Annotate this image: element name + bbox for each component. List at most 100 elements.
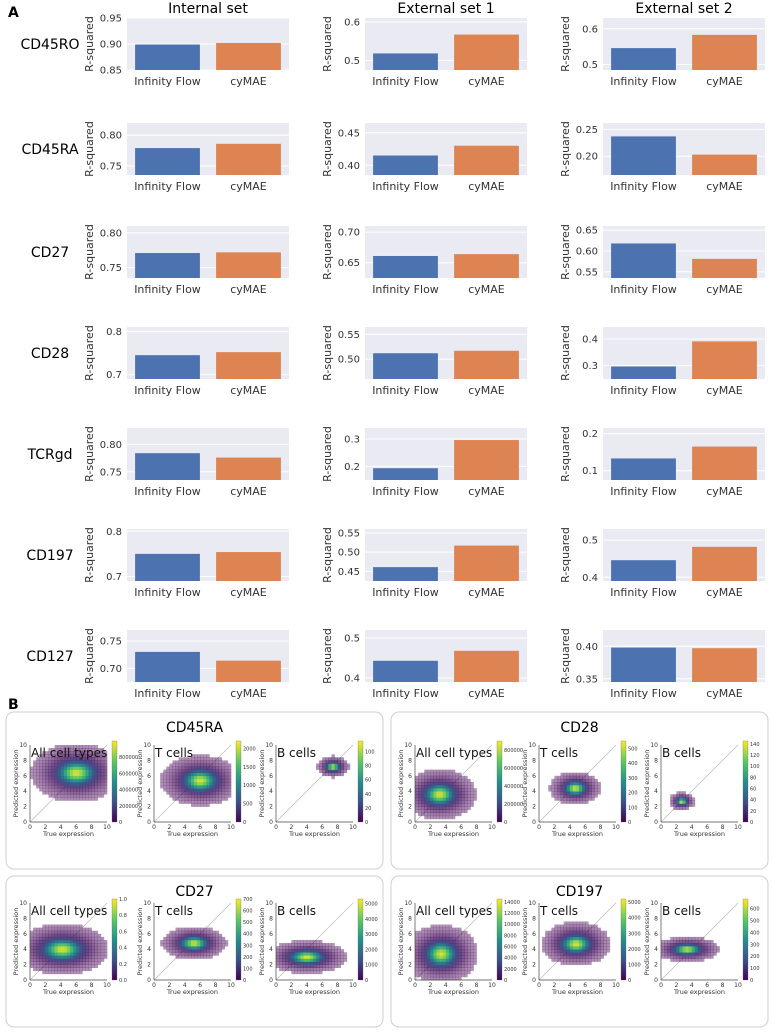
density-cell: [209, 763, 213, 767]
density-cell: [331, 757, 335, 761]
density-cell: [97, 788, 102, 792]
x-axis-label: True expression: [166, 830, 218, 838]
density-cell: [679, 791, 683, 795]
density-cell: [603, 930, 608, 935]
density-cell: [606, 946, 611, 950]
density-cell: [88, 754, 92, 758]
density-cell: [603, 939, 608, 944]
density-cell: [451, 775, 456, 780]
density-cell: [33, 961, 37, 965]
y-tick-label: 2: [23, 804, 27, 811]
density-cell: [54, 924, 59, 928]
density-cell: [172, 778, 176, 783]
density-cell: [215, 797, 219, 801]
density-cell: [91, 936, 95, 941]
density-cell: [594, 927, 598, 932]
density-cell: [57, 754, 62, 758]
density-cell: [325, 772, 329, 777]
y-tick-label: 0.35: [576, 674, 598, 685]
density-cell: [212, 943, 216, 947]
density-cell: [594, 952, 598, 956]
density-cell: [60, 927, 65, 932]
density-cell: [691, 939, 696, 944]
density-cell: [676, 955, 680, 959]
x-tick-label: 2: [43, 824, 47, 831]
density-cell: [206, 772, 210, 777]
density-cell: [557, 794, 561, 798]
density-cell: [60, 930, 65, 935]
density-cell: [697, 955, 702, 959]
density-cell: [94, 955, 99, 959]
density-cell: [688, 939, 693, 944]
density-cell: [433, 970, 437, 975]
density-cell: [415, 958, 419, 962]
density-cell: [215, 769, 219, 774]
density-cell: [169, 939, 173, 944]
density-cell: [470, 785, 474, 789]
density-cell: [427, 797, 431, 801]
density-cell: [448, 952, 453, 956]
density-cell: [85, 952, 89, 956]
density-cell: [563, 936, 568, 941]
density-cell: [560, 797, 564, 801]
density-cell: [79, 936, 83, 941]
density-cell: [194, 763, 198, 767]
density-cell: [48, 927, 52, 932]
density-cell: [175, 778, 179, 783]
density-cell: [455, 939, 459, 944]
density-cell: [190, 785, 195, 789]
density-cell: [100, 775, 105, 780]
density-cell: [91, 958, 95, 962]
density-cell: [470, 943, 474, 947]
density-cell: [76, 939, 80, 944]
density-cell: [451, 794, 456, 798]
density-cell: [309, 946, 314, 950]
density-cell: [676, 939, 680, 944]
density-cell: [197, 763, 201, 767]
y-tick-label: 0.1: [582, 466, 598, 477]
density-cell: [588, 933, 592, 938]
density-cell: [54, 766, 59, 770]
density-cell: [579, 794, 583, 798]
x-tick-label: cyMAE: [230, 687, 267, 700]
density-cell: [430, 794, 434, 798]
density-cell: [451, 806, 456, 810]
density-cell: [451, 788, 456, 792]
density-cell: [36, 760, 40, 764]
density-cell: [673, 794, 677, 798]
density-cell: [279, 949, 283, 953]
density-cell: [42, 952, 46, 956]
density-cell: [582, 952, 586, 956]
density-cell: [63, 943, 68, 947]
density-cell: [439, 800, 444, 804]
density-cell: [575, 936, 580, 941]
density-cell: [63, 924, 68, 928]
density-cell: [197, 930, 201, 935]
density-cell: [200, 781, 204, 786]
density-cell: [175, 936, 179, 941]
density-cell: [200, 769, 204, 774]
colorbar-tick-label: 4000: [365, 917, 378, 923]
y-axis-label: R-squared: [559, 121, 572, 177]
density-cell: [461, 933, 465, 938]
density-cell: [297, 955, 301, 959]
density-cell: [30, 769, 34, 774]
y-tick-label: 0.80: [100, 131, 122, 142]
density-cell: [103, 775, 108, 780]
colorbar: [357, 740, 364, 823]
density-cell: [566, 927, 571, 932]
density-cell: [103, 785, 108, 789]
y-tick-label: 6: [269, 931, 273, 938]
density-cell: [42, 964, 46, 968]
density-cell: [42, 933, 46, 938]
x-tick-label: 0: [537, 982, 541, 989]
density-cell: [70, 766, 74, 770]
density-cell: [215, 772, 219, 777]
density-cell: [467, 797, 471, 801]
density-cell: [85, 745, 89, 749]
density-cell: [39, 933, 43, 938]
density-cell: [51, 949, 55, 953]
